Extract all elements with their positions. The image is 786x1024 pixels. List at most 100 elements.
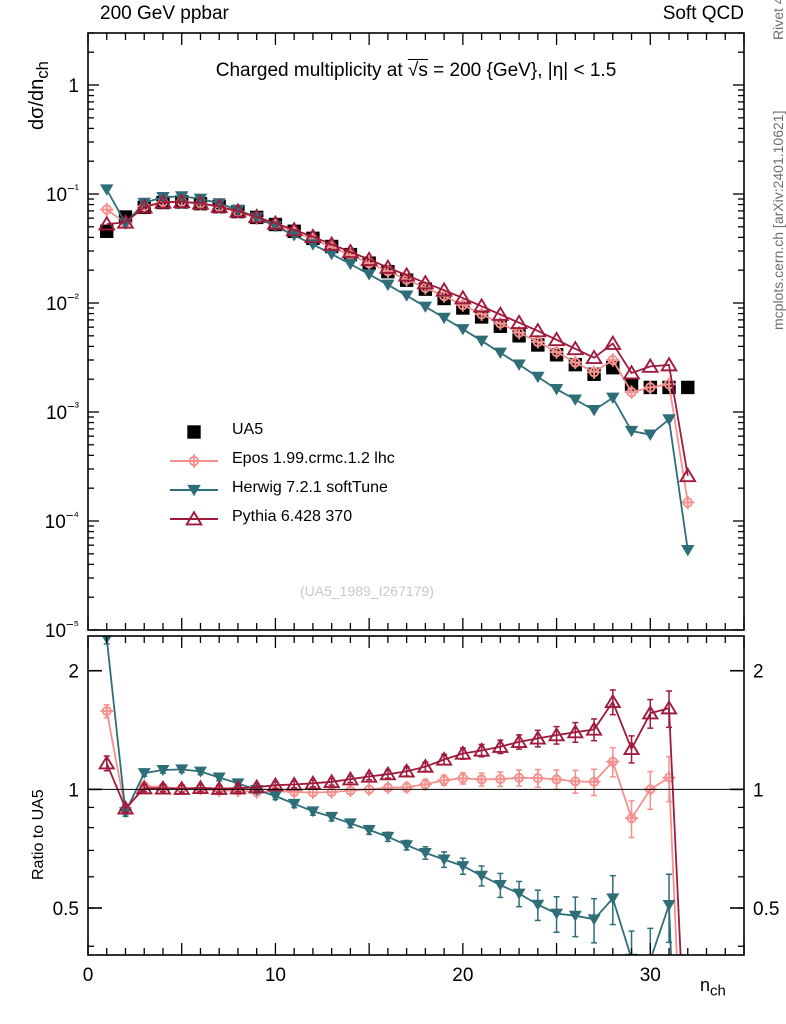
data-marker [268,791,282,802]
data-marker [587,914,601,926]
main-plot-series-layer [97,184,697,557]
ratio-series-herwig [101,636,676,955]
axes-layer [87,32,745,956]
ratio-y-tick-label-right: 1 [753,780,764,801]
ratio-plot-series-layer [98,636,682,955]
data-marker [435,751,453,766]
data-marker [603,334,622,350]
data-marker [175,764,189,776]
legend-item-label: Herwig 7.2.1 softTune [232,479,388,496]
data-marker [681,380,695,395]
data-marker [231,778,245,790]
data-marker [343,818,357,830]
data-marker [154,780,172,795]
data-marker [400,840,414,852]
data-marker [187,484,201,497]
legend-marker-icon [168,446,224,475]
data-marker [325,811,339,823]
data-marker [510,733,528,749]
data-marker [191,779,210,794]
data-marker [362,825,376,836]
ratio-series-epos [100,703,678,955]
data-marker [306,806,320,818]
data-marker [185,510,203,526]
data-marker [604,693,622,709]
data-marker [474,335,489,348]
data-marker [622,740,641,756]
data-marker [454,745,472,760]
data-marker [606,392,620,405]
data-marker [566,340,585,356]
data-marker [362,269,376,281]
data-marker [343,258,358,271]
x-axis-label: nch [700,975,726,1000]
data-marker [547,331,566,347]
data-marker [287,798,301,810]
ratio-y-tick-label: 0.5 [53,899,79,920]
data-marker [360,768,378,783]
data-marker [324,248,339,261]
data-marker [116,800,135,815]
data-marker [418,301,433,313]
data-marker [531,899,545,911]
data-marker [660,699,678,715]
data-marker [568,910,582,922]
data-marker [456,324,470,336]
data-marker [191,194,210,210]
data-marker [549,384,564,396]
data-marker [381,831,395,843]
data-marker [678,467,697,483]
data-marker [585,349,604,365]
data-marker [568,394,583,406]
legend-marker-icon [168,417,224,446]
ratio-series-line [105,638,672,955]
data-marker [98,754,116,770]
ratio-series-line [105,699,682,955]
legend-item-label: Epos 1.99.crmc.1.2 lhc [232,450,395,467]
data-marker [512,359,526,371]
data-marker [360,251,379,266]
data-marker [587,405,601,417]
data-marker [397,266,416,282]
data-marker [606,893,620,905]
series-pythia [97,193,697,483]
data-marker [156,765,170,776]
data-marker [641,704,659,720]
data-marker [397,763,416,778]
data-marker [187,425,201,439]
data-marker [418,847,432,859]
legend-item-label: UA5 [232,421,264,438]
main-y-tick-label: 1 [68,76,79,97]
data-marker [99,184,114,196]
data-marker [304,774,322,790]
data-marker [512,888,526,900]
data-marker [585,721,603,736]
data-marker [135,779,153,795]
data-marker [566,723,585,739]
legend-item-label: Pythia 6.428 370 [232,508,353,525]
page-title: Charged multiplicity at √s = 200 {GeV}, … [215,60,617,81]
data-marker [643,429,658,441]
data-marker [247,208,266,224]
ratio-y-tick-label: 1 [68,780,79,801]
data-marker [266,776,285,792]
data-marker [341,770,360,786]
data-marker [210,780,228,795]
data-marker [303,228,322,244]
ratio-series-line [105,710,678,955]
data-marker [172,193,191,209]
data-marker [662,900,676,911]
data-marker [174,191,189,203]
data-marker [135,198,154,214]
data-marker [137,768,151,780]
data-marker [97,215,116,231]
ratio-y-tick-label: 2 [68,662,79,683]
data-marker [416,758,435,773]
data-marker [229,779,247,795]
data-marker [379,765,397,781]
x-tick-label: 0 [83,965,94,986]
data-marker [210,197,229,213]
data-marker [475,870,489,882]
data-marker [493,880,507,891]
data-marker [212,772,226,784]
